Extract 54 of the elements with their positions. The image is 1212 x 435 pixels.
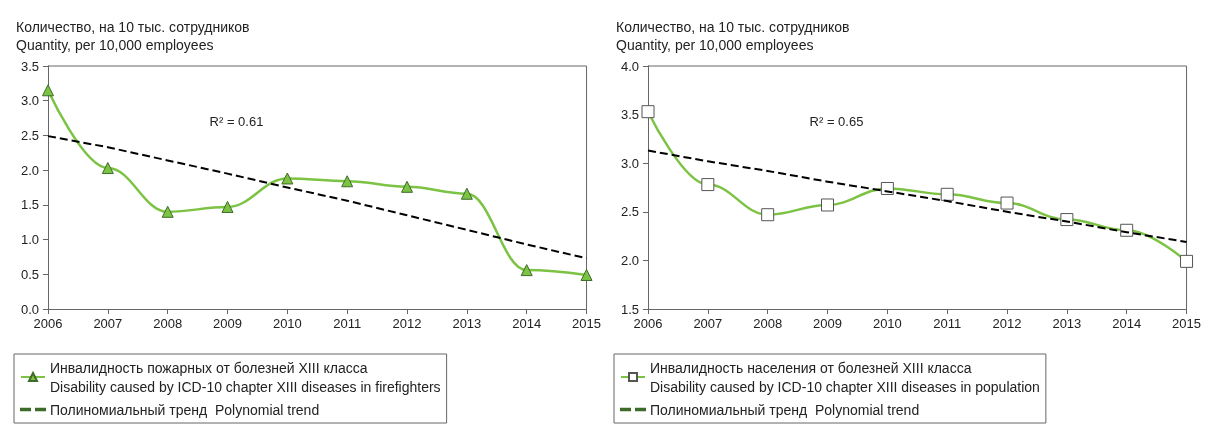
point <box>161 205 174 218</box>
x-tick-label: 2006 <box>33 316 63 331</box>
point <box>580 268 593 281</box>
legend-label: Инвалидность населения от болезней XIII класса Disability caused by ICD-10 chapter XIII diseases in population <box>650 359 1040 395</box>
legend-label: Инвалидность пожарных от болезней XIII класса Disability caused by ICD-10 chapter XIII diseases in firefighters <box>50 359 441 395</box>
x-tick-label: 2011 <box>933 316 962 331</box>
x-tick-label: 2014 <box>512 316 542 331</box>
line-series <box>47 135 588 260</box>
x-tick-label: 2007 <box>693 316 723 331</box>
x-tick-label: 2013 <box>1052 316 1082 331</box>
y-tick-label: 3.5 <box>20 58 39 74</box>
y-tick-label: 1.0 <box>20 232 39 248</box>
y-tick-label: 2.5 <box>20 127 39 143</box>
point <box>281 172 294 185</box>
point <box>401 180 414 193</box>
y-axis-title: Количество, на 10 тыс. сотрудников Quantity, per 10,000 employees <box>16 19 250 53</box>
point <box>341 175 354 188</box>
y-tick-label: 2.5 <box>620 204 639 220</box>
y-tick-label: 3.0 <box>620 155 639 171</box>
y-tick-label: 0.0 <box>20 301 39 317</box>
x-tick-label: 2007 <box>93 316 123 331</box>
point <box>520 264 533 277</box>
x-tick-label: 2009 <box>213 316 242 331</box>
x-tick-label: 2014 <box>1112 316 1142 331</box>
y-tick-label: 1.5 <box>620 301 639 317</box>
y-tick-label: 2.0 <box>620 252 639 268</box>
line-series <box>647 149 1188 243</box>
y-tick-label: 2.0 <box>20 162 39 178</box>
y-tick-label: 1.5 <box>20 197 39 213</box>
x-tick-label: 2012 <box>392 316 422 331</box>
x-tick-label: 2013 <box>452 316 482 331</box>
point <box>221 200 234 213</box>
point <box>101 162 114 175</box>
y-tick-label: 3.5 <box>620 107 639 123</box>
y-tick-label: 4.0 <box>620 58 639 74</box>
y-axis-title: Количество, на 10 тыс. сотрудников Quantity, per 10,000 employees <box>616 19 850 53</box>
x-tick-label: 2012 <box>992 316 1022 331</box>
x-tick-label: 2008 <box>753 316 783 331</box>
point <box>460 187 473 200</box>
x-tick-label: 2008 <box>153 316 183 331</box>
x-tick-label: 2015 <box>1172 316 1201 331</box>
legend-label: Полиномиальный тренд Polynomial trend <box>50 401 320 418</box>
annotation: R² = 0.65 <box>809 113 864 129</box>
x-tick-label: 2010 <box>272 316 302 331</box>
annotation: R² = 0.61 <box>209 113 264 129</box>
y-tick-label: 0.5 <box>20 266 39 282</box>
x-tick-label: 2015 <box>572 316 601 331</box>
x-tick-label: 2011 <box>333 316 362 331</box>
x-tick-label: 2006 <box>633 316 663 331</box>
x-tick-label: 2010 <box>872 316 902 331</box>
x-tick-label: 2009 <box>813 316 842 331</box>
legend-label: Полиномиальный тренд Polynomial trend <box>650 401 920 418</box>
y-tick-label: 3.0 <box>20 93 39 109</box>
point <box>42 84 54 97</box>
